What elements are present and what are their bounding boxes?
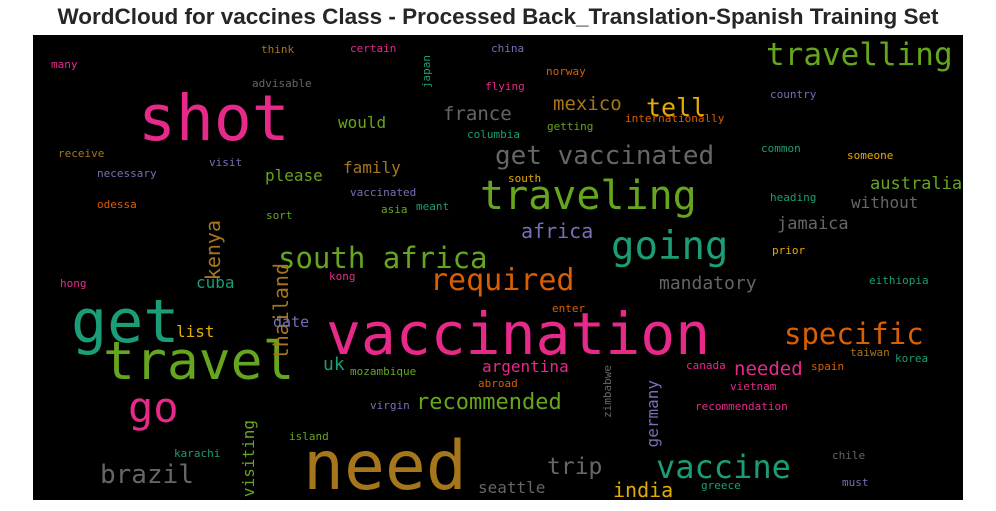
word-africa: africa xyxy=(521,219,594,243)
word-get-vaccinated: get vaccinated xyxy=(495,141,715,171)
word-many: many xyxy=(51,58,78,71)
word-traveling: traveling xyxy=(480,173,697,219)
word-meant: meant xyxy=(416,200,450,213)
word-need: need xyxy=(303,427,467,501)
word-recommendation: recommendation xyxy=(695,400,788,413)
word-seattle: seattle xyxy=(478,478,546,497)
word-get: get xyxy=(71,287,180,357)
word-argentina: argentina xyxy=(482,357,569,376)
word-eithiopia: eithiopia xyxy=(869,274,929,287)
word-needed: needed xyxy=(734,358,803,380)
word-prior: prior xyxy=(772,244,806,257)
word-brazil: brazil xyxy=(100,460,194,490)
word-common: common xyxy=(761,142,801,155)
word-think: think xyxy=(261,43,295,56)
word-family: family xyxy=(343,158,401,177)
word-sort: sort xyxy=(266,209,293,222)
word-germany: germany xyxy=(643,380,662,448)
word-norway: norway xyxy=(546,65,586,78)
word-someone: someone xyxy=(847,149,894,162)
word-flying: flying xyxy=(485,80,525,93)
word-cuba: cuba xyxy=(196,273,235,292)
word-date: date xyxy=(273,313,310,331)
word-required: required xyxy=(430,263,575,298)
word-canada: canada xyxy=(686,359,726,372)
word-india: india xyxy=(613,478,674,500)
word-spain: spain xyxy=(811,360,845,373)
word-advisable: advisable xyxy=(252,77,312,90)
word-certain: certain xyxy=(350,42,397,55)
word-specific: specific xyxy=(784,317,924,351)
word-shot: shot xyxy=(138,82,290,155)
word-kenya: kenya xyxy=(201,220,225,281)
word-visit: visit xyxy=(209,156,243,169)
word-vietnam: vietnam xyxy=(730,380,777,393)
word-hong: hong xyxy=(60,277,87,290)
word-receive: receive xyxy=(58,147,105,160)
word-south: south xyxy=(508,172,542,185)
word-heading: heading xyxy=(770,191,817,204)
word-enter: enter xyxy=(552,302,586,315)
word-france: france xyxy=(443,103,512,125)
word-karachi: karachi xyxy=(174,447,221,460)
word-country: country xyxy=(770,88,817,101)
word-without: without xyxy=(851,193,919,212)
word-list: list xyxy=(176,322,215,341)
word-travel: travel xyxy=(103,331,295,392)
word-virgin: virgin xyxy=(370,399,410,412)
word-please: please xyxy=(265,166,323,185)
word-jamaica: jamaica xyxy=(777,214,849,234)
word-south-africa: south africa xyxy=(278,241,488,275)
word-mandatory: mandatory xyxy=(659,273,757,294)
word-uk: uk xyxy=(323,354,345,375)
figure-title: WordCloud for vaccines Class - Processed… xyxy=(57,4,939,29)
word-mozambique: mozambique xyxy=(350,365,417,378)
word-kong: kong xyxy=(329,270,356,283)
word-travelling: travelling xyxy=(766,37,953,73)
word-taiwan: taiwan xyxy=(850,346,890,359)
word-tell: tell xyxy=(646,93,707,122)
word-vaccination: vaccination xyxy=(326,300,711,368)
word-australia: australia xyxy=(870,174,963,194)
word-necessary: necessary xyxy=(97,167,157,180)
word-getting: getting xyxy=(547,120,594,133)
word-greece: greece xyxy=(701,479,741,492)
word-china: china xyxy=(491,42,525,55)
word-cloud: vaccination need shot get travel traveli… xyxy=(33,35,963,500)
word-recommended: recommended xyxy=(416,390,562,415)
word-chile: chile xyxy=(832,449,866,462)
word-vaccine: vaccine xyxy=(656,448,791,486)
word-japan: japan xyxy=(420,55,433,89)
word-columbia: columbia xyxy=(467,128,520,141)
word-would: would xyxy=(338,113,387,132)
word-go: go xyxy=(128,383,179,432)
word-internationally: internationally xyxy=(625,112,725,125)
word-visiting: visiting xyxy=(239,420,258,498)
word-thailand: thailand xyxy=(269,263,293,360)
word-island: island xyxy=(289,430,329,443)
word-asia: asia xyxy=(381,203,408,216)
word-must: must xyxy=(842,476,869,489)
word-abroad: abroad xyxy=(478,377,518,390)
word-mexico: mexico xyxy=(553,93,622,115)
word-zimbabwe: zimbabwe xyxy=(601,365,614,418)
word-vaccinated: vaccinated xyxy=(350,186,417,199)
word-going: going xyxy=(611,224,729,269)
word-korea: korea xyxy=(895,352,929,365)
word-trip: trip xyxy=(547,454,603,480)
word-odessa: odessa xyxy=(97,198,137,211)
